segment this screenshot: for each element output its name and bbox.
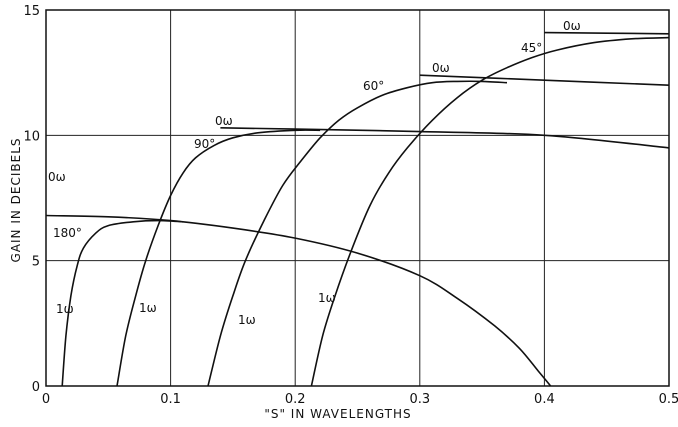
x-axis-title: "S" IN WAVELENGTHS (264, 407, 411, 421)
curve-annotation: 90° (194, 137, 215, 151)
series-line (544, 31, 670, 35)
y-axis-title: GAIN IN DECIBELS (9, 137, 23, 262)
x-tick-label: 0.4 (534, 392, 555, 407)
curve-layer (45, 31, 670, 387)
x-tick-label: 0.3 (409, 392, 430, 407)
tick-labels: 0 0.1 0.2 0.3 0.4 0.5 0 5 10 15 (23, 4, 678, 407)
curve-annotation: 0ω (48, 170, 66, 184)
y-tick-label: 10 (23, 129, 40, 144)
curve-annotation: 180° (53, 226, 82, 240)
plot-frame (45, 9, 670, 387)
y-tick-label: 5 (32, 255, 40, 270)
curve-annotation: 1ω (139, 301, 157, 315)
curve-annotation: 1ω (56, 302, 74, 316)
series-line (419, 74, 670, 86)
curve-annotation: 45° (521, 41, 542, 55)
series-line (220, 127, 670, 149)
x-tick-label: 0 (42, 392, 50, 407)
x-tick-label: 0.5 (659, 392, 678, 407)
series-line (207, 80, 508, 387)
curve-annotation: 0ω (432, 61, 450, 75)
curve-annotation: 0ω (215, 114, 233, 128)
grid-layer (46, 10, 669, 386)
series-line (310, 36, 670, 387)
x-tick-label: 0.2 (285, 392, 306, 407)
series-line (45, 214, 552, 387)
curve-annotation: 1ω (318, 291, 336, 305)
curve-annotation: 60° (363, 79, 384, 93)
y-tick-label: 0 (32, 380, 40, 395)
series-line (61, 219, 184, 387)
curve-annotation: 1ω (238, 313, 256, 327)
curve-annotation: 0ω (563, 19, 581, 33)
y-tick-label: 15 (23, 4, 40, 19)
series-line (116, 129, 321, 387)
x-tick-label: 0.1 (160, 392, 181, 407)
